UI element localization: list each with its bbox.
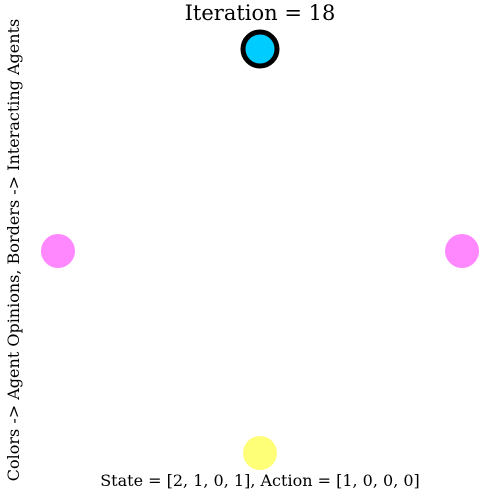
x-axis-label: State = [2, 1, 0, 1], Action = [1, 0, 0,… <box>100 471 420 490</box>
agent-node-left <box>41 234 75 268</box>
agents-layer <box>41 29 479 470</box>
agent-node-top <box>240 29 280 69</box>
figure-title: Iteration = 18 <box>184 1 336 25</box>
y-axis-label: Colors -> Agent Opinions, Borders -> Int… <box>4 18 23 482</box>
agent-node-right <box>445 234 479 268</box>
agent-node-bottom <box>243 436 277 470</box>
